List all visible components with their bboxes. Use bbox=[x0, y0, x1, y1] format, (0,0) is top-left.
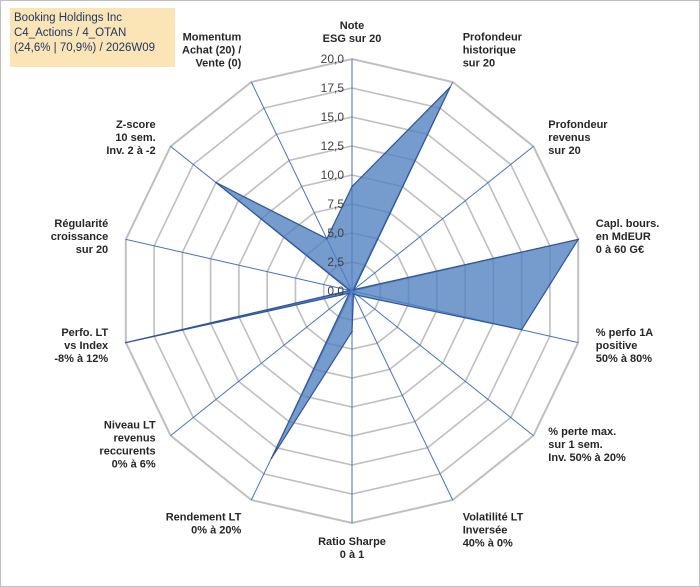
axis-label-line: vs Index bbox=[64, 340, 109, 352]
chart-title-box: Booking Holdings Inc C4_Actions / 4_OTAN… bbox=[10, 8, 175, 67]
axis-label-line: Profondeur bbox=[463, 31, 523, 43]
axis-label-line: Rendement LT bbox=[166, 512, 242, 524]
data-point-1 bbox=[351, 185, 353, 188]
data-point-4 bbox=[577, 238, 579, 241]
tick-label: 12,5 bbox=[321, 139, 345, 153]
axis-label-line: 10 sem. bbox=[115, 132, 155, 144]
data-point-7 bbox=[352, 293, 355, 295]
axis-label-line: reccurents bbox=[99, 445, 155, 457]
axis-label-line: Inv. 2 à -2 bbox=[106, 145, 155, 157]
axis-label-line: Inversée bbox=[463, 525, 508, 537]
data-point-9 bbox=[270, 457, 273, 460]
axis-label-line: Ratio Sharpe bbox=[318, 536, 386, 548]
data-point-6 bbox=[356, 294, 359, 297]
tick-label: 20,0 bbox=[321, 52, 345, 66]
axis-label-line: 0% à 20% bbox=[191, 525, 241, 537]
tick-label: 2,5 bbox=[327, 255, 344, 269]
data-point-5 bbox=[520, 328, 523, 331]
axis-label-line: 0 à 60 G€ bbox=[596, 244, 644, 256]
axis-label-line: Volatilité LT bbox=[463, 512, 524, 524]
axis-label-line: Achat (20) / bbox=[182, 44, 241, 56]
tick-label: 7,5 bbox=[327, 197, 344, 211]
axis-label-line: sur 20 bbox=[463, 57, 495, 69]
axis-label-line: sur 1 sem. bbox=[548, 439, 602, 451]
axis-label-line: 0% à 6% bbox=[112, 458, 156, 470]
tick-label: 10,0 bbox=[321, 168, 345, 182]
axis-label-line: 50% à 80% bbox=[596, 353, 652, 365]
axis-label-9: Rendement LT0% à 20% bbox=[166, 512, 242, 537]
data-point-14 bbox=[326, 237, 328, 240]
axis-label-6: % perte max.sur 1 sem.Inv. 50% à 20% bbox=[548, 426, 626, 464]
axis-label-line: Perfo. LT bbox=[61, 327, 108, 339]
data-point-12 bbox=[348, 289, 351, 292]
axis-label-line: Capl. bours. bbox=[596, 218, 660, 230]
axis-spoke-7 bbox=[351, 290, 454, 501]
tick-label: 15,0 bbox=[321, 110, 345, 124]
axis-spoke-3 bbox=[351, 146, 534, 292]
company-name: Booking Holdings Inc bbox=[14, 12, 123, 24]
tick-label: 0,0 bbox=[327, 284, 344, 298]
axis-label-line: sur 20 bbox=[76, 244, 108, 256]
data-point-11 bbox=[125, 341, 127, 344]
axis-spoke-10 bbox=[170, 290, 353, 436]
axis-label-line: 40% à 0% bbox=[463, 538, 513, 550]
data-point-10 bbox=[348, 292, 351, 295]
axis-label-line: Z-score bbox=[116, 119, 156, 131]
axis-label-line: revenus bbox=[548, 132, 590, 144]
data-point-2 bbox=[449, 86, 451, 88]
score-summary: (24,6% | 70,9%) / 2026W09 bbox=[14, 42, 156, 54]
axis-label-line: % perfo 1A bbox=[596, 327, 654, 339]
data-point-3 bbox=[353, 288, 355, 291]
radar-tick-labels: 0,0 2,5 5,0 7,5 10,0 12,5 15,0 17,5 20,0 bbox=[321, 52, 345, 298]
portfolio-path: C4_Actions / 4_OTAN bbox=[14, 27, 127, 39]
axis-label-line: Régularité bbox=[54, 218, 108, 230]
axis-label-line: Momentum bbox=[183, 31, 242, 43]
axis-label-line: Vente (0) bbox=[195, 57, 241, 69]
axis-spoke-6 bbox=[351, 290, 534, 436]
data-point-13 bbox=[215, 181, 217, 184]
axis-label-line: croissance bbox=[51, 231, 108, 243]
axis-label-line: Inv. 50% à 20% bbox=[548, 452, 626, 464]
axis-label-line: Note bbox=[340, 20, 364, 32]
axis-label-line: positive bbox=[596, 340, 638, 352]
data-point-8 bbox=[351, 330, 353, 333]
axis-label-line: revenus bbox=[113, 432, 155, 444]
axis-spoke-12 bbox=[125, 238, 353, 292]
tick-label: 5,0 bbox=[327, 226, 344, 240]
axis-label-line: % perte max. bbox=[548, 426, 616, 438]
axis-label-line: ESG sur 20 bbox=[323, 33, 382, 45]
axis-label-line: Niveau LT bbox=[104, 419, 156, 431]
axis-label-line: en MdEUR bbox=[596, 231, 651, 243]
axis-label-line: -8% à 12% bbox=[54, 353, 108, 365]
tick-label: 17,5 bbox=[321, 81, 345, 95]
axis-label-line: Profondeur bbox=[548, 119, 608, 131]
radar-series bbox=[125, 86, 580, 460]
axis-label-line: 0 à 1 bbox=[340, 549, 364, 561]
axis-label-line: historique bbox=[463, 44, 516, 56]
axis-label-line: sur 20 bbox=[548, 145, 580, 157]
